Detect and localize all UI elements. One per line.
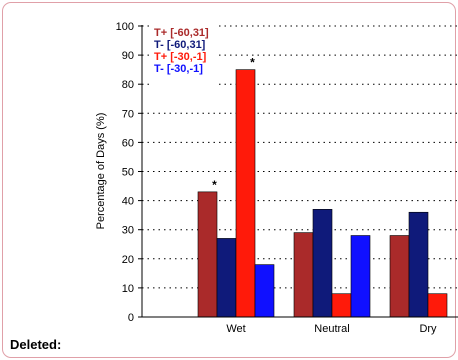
bar xyxy=(312,209,333,318)
bar xyxy=(254,264,275,318)
bar xyxy=(427,293,448,318)
bar xyxy=(197,191,218,318)
y-tick-label: 80 xyxy=(122,79,134,91)
x-tick-label: Neutral xyxy=(314,323,349,335)
bar xyxy=(293,232,314,318)
legend-entry: T+ [-30,-1] xyxy=(154,51,207,63)
y-tick-label: 70 xyxy=(122,108,134,120)
bar xyxy=(235,69,256,318)
bar xyxy=(331,293,352,318)
deleted-label: Deleted: xyxy=(10,337,62,352)
bar xyxy=(350,235,371,318)
bar xyxy=(216,238,237,318)
bars xyxy=(197,69,448,318)
significance-marker: * xyxy=(250,56,255,70)
y-tick-label: 60 xyxy=(122,137,134,149)
annotations: ** xyxy=(212,56,255,192)
x-tick-label: Dry xyxy=(419,323,437,335)
y-ticks: 0 10 20 30 40 50 60 70 80 90 100 xyxy=(116,21,142,324)
y-tick-label: 40 xyxy=(122,196,134,208)
y-axis-label: Percentage of Days (%) xyxy=(95,113,107,230)
significance-marker: * xyxy=(212,178,217,192)
legend-entry: T- [-30,-1] xyxy=(154,63,203,75)
y-tick-label: 50 xyxy=(122,167,134,179)
y-tick-label: 0 xyxy=(128,312,134,324)
legend: T+ [-60,31]T- [-60,31]T+ [-30,-1]T- [-30… xyxy=(150,25,216,85)
x-tick-labels: Wet Neutral Dry xyxy=(226,323,437,335)
legend-entry: T- [-60,31] xyxy=(154,39,206,51)
legend-entry: T+ [-60,31] xyxy=(154,27,209,39)
bar xyxy=(389,235,410,318)
bar xyxy=(408,211,429,318)
x-tick-label: Wet xyxy=(226,323,245,335)
y-tick-label: 30 xyxy=(122,225,134,237)
y-tick-label: 100 xyxy=(116,21,134,33)
legend-box xyxy=(150,25,216,85)
y-tick-label: 10 xyxy=(122,283,134,295)
y-tick-label: 20 xyxy=(122,254,134,266)
y-tick-label: 90 xyxy=(122,50,134,62)
